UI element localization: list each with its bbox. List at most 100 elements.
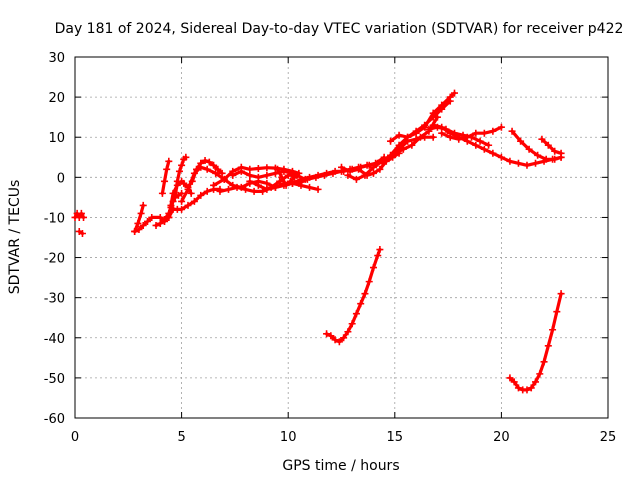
data-point [357,300,365,308]
data-point [220,175,228,183]
data-point [450,129,458,137]
data-point [346,167,354,175]
data-point [178,205,186,213]
data-point [355,165,363,173]
y-tick-label: -10 [44,211,65,226]
data-point [182,153,190,161]
data-point [421,133,429,141]
data-point [438,129,446,137]
data-point [412,129,420,137]
data-point [404,137,412,145]
data-point [250,187,258,195]
data-point [532,159,540,167]
data-point [376,246,384,254]
data-point [78,229,86,237]
data-point [525,145,533,153]
data-point [514,384,522,392]
data-point [344,171,352,179]
data-point [216,187,224,195]
data-point [203,187,211,195]
data-point [514,159,522,167]
data-point [329,169,337,177]
data-point [450,89,458,97]
y-tick-label: -20 [44,252,65,267]
data-point [335,338,343,346]
axis-ticks: 0 5 10 15 20 25 -60 -50 -40 -30 -20 -10 0 10 20 30 [44,51,617,445]
data-point [369,264,377,272]
series-arc-26 [538,135,565,157]
data-point [178,189,186,197]
series-arc-07 [158,157,173,197]
data-point [361,290,369,298]
data-point [352,310,360,318]
series-arc-04 [131,201,147,235]
data-point [363,161,371,169]
data-point [508,127,516,135]
data-point [412,135,420,143]
data-point [263,185,271,193]
series-arc-10 [188,156,226,185]
series-arc-23 [425,123,493,149]
data-point [242,185,250,193]
data-point [271,169,279,177]
data-point [446,93,454,101]
data-point [214,165,222,173]
data-point [152,221,160,229]
data-point [442,125,450,133]
data-point [497,123,505,131]
data-point [184,201,192,209]
data-point [131,227,139,235]
data-point [323,330,331,338]
series-arc-01 [71,209,88,221]
data-point [175,167,183,175]
data-point [408,141,416,149]
data-point [161,177,169,185]
data-point [536,370,544,378]
data-point [455,135,463,143]
data-point [557,290,565,298]
data-point [544,342,552,350]
data-point [148,213,156,221]
data-point [476,137,484,145]
data-point [320,171,328,179]
data-point [271,183,279,191]
data-point [425,125,433,133]
data-point [523,161,531,169]
data-point [139,221,147,229]
chart-title: Day 181 of 2024, Sidereal Day-to-day VTE… [55,21,624,37]
y-tick-label: 0 [57,171,65,186]
data-point [210,161,218,169]
data-point [188,177,196,185]
data-point [139,201,147,209]
series-trace [540,137,563,155]
data-point [254,181,262,189]
data-point [551,147,559,155]
data-point [306,183,314,191]
data-point [212,169,220,177]
data-point [286,177,294,185]
data-point [165,213,173,221]
data-point [365,278,373,286]
data-point [178,161,186,169]
data-point [510,378,518,386]
y-tick-label: -40 [44,332,65,347]
data-point [158,189,166,197]
data-point [197,159,205,167]
data-point [291,173,299,181]
data-point [489,149,497,157]
data-point [438,101,446,109]
y-tick-label: 10 [48,131,65,146]
data-point [344,328,352,336]
data-point [254,165,262,173]
data-point [187,189,195,197]
data-point [480,129,488,137]
data-point [254,173,262,181]
data-point [327,332,335,340]
data-point [352,175,360,183]
data-point [506,374,514,382]
data-point [523,386,531,394]
series-arc-18 [344,97,454,183]
series-trace [133,203,145,234]
data-point [387,137,395,145]
data-point [527,384,535,392]
